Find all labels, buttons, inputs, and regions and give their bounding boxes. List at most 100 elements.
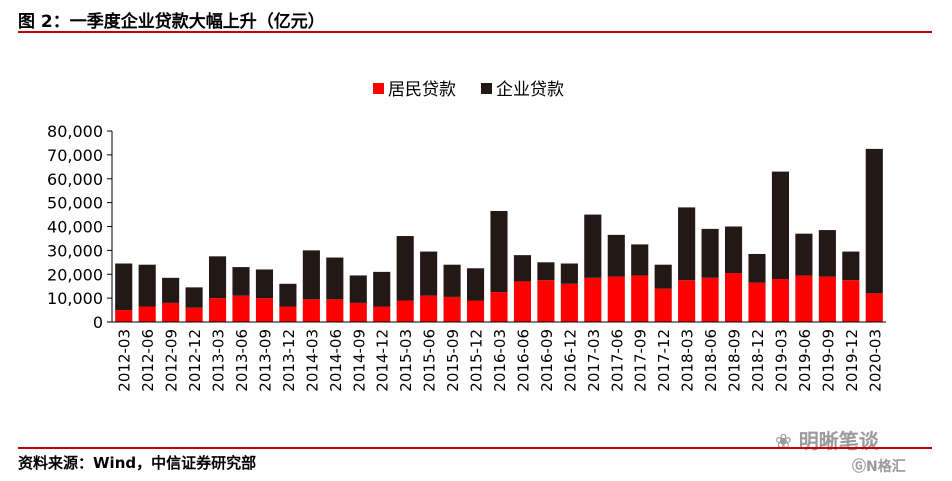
- corporate-loan-bar-2017-09: [631, 244, 649, 276]
- household-loan-bar-2016-12: [560, 283, 578, 322]
- household-loan-bar-2014-09: [349, 302, 367, 322]
- corporate-loan-bar-2016-09: [537, 262, 555, 281]
- household-loan-bar-2016-03: [490, 292, 508, 322]
- household-loan-bar-2012-03: [115, 310, 133, 322]
- y-tick-label: 10,000: [47, 289, 103, 308]
- x-tick-label: 2018-12: [749, 329, 767, 392]
- household-loan-bar-2018-12: [748, 282, 766, 322]
- corporate-loan-bar-2014-06: [326, 257, 344, 300]
- x-tick-label: 2019-09: [819, 329, 837, 392]
- household-loan-bar-2014-03: [302, 299, 320, 322]
- corporate-loan-bar-2015-06: [420, 251, 438, 296]
- household-loan-bar-2017-12: [654, 288, 672, 322]
- corporate-loan-bar-2012-09: [162, 277, 180, 303]
- x-tick-label: 2013-06: [233, 329, 251, 392]
- source-note: 资料来源：Wind，中信证券研究部: [18, 454, 257, 472]
- corporate-loan-bar-2013-12: [279, 283, 297, 307]
- household-loan-bar-2017-09: [631, 275, 649, 322]
- corporate-loan-bar-2017-12: [654, 264, 672, 289]
- x-tick-label: 2016-12: [561, 329, 579, 392]
- corporate-loan-bar-2017-06: [607, 234, 625, 277]
- household-loan-bar-2019-12: [842, 280, 860, 322]
- corporate-loan-bar-2017-03: [584, 214, 602, 278]
- x-tick-label: 2014-12: [374, 329, 392, 392]
- x-tick-label: 2014-06: [327, 329, 345, 392]
- household-loan-bar-2014-12: [373, 306, 391, 322]
- household-loan-bar-2018-06: [701, 277, 719, 322]
- corporate-loan-bar-2016-06: [513, 255, 532, 282]
- x-tick-label: 2014-09: [350, 329, 368, 392]
- household-loan-bar-2015-03: [396, 300, 414, 322]
- corporate-loan-bar-2018-06: [701, 228, 719, 278]
- corporate-loan-bar-2013-06: [232, 267, 250, 296]
- watermark-brand: ❀ 明晰笔谈: [775, 429, 879, 453]
- x-tick-label: 2013-12: [280, 329, 298, 392]
- x-tick-label: 2013-03: [210, 329, 228, 392]
- figure-title: 图 2：一季度企业贷款大幅上升（亿元）: [18, 12, 325, 32]
- household-loan-bar-2013-12: [279, 306, 297, 322]
- x-tick-label: 2015-03: [397, 329, 415, 392]
- corporate-loan-bar-2019-06: [795, 233, 813, 276]
- x-tick-label: 2015-09: [444, 329, 462, 392]
- corporate-loan-bar-2016-03: [490, 210, 508, 293]
- corporate-loan-bar-2018-09: [724, 226, 743, 274]
- household-loan-bar-2012-06: [138, 306, 156, 322]
- x-tick-label: 2015-12: [468, 329, 486, 392]
- y-tick-label: 60,000: [47, 170, 103, 189]
- x-tick-label: 2012-12: [186, 329, 204, 392]
- x-tick-label: 2019-06: [796, 329, 814, 392]
- household-loan-bar-2012-12: [185, 307, 203, 322]
- x-axis: 2012-03 2012-06 2012-09 2012-12 2013-03 2013-…: [112, 321, 886, 392]
- household-loan-bar-2014-06: [326, 299, 344, 322]
- household-loan-bar-2017-03: [584, 277, 602, 322]
- x-tick-label: 2012-06: [139, 329, 157, 392]
- y-tick-label: 50,000: [47, 194, 103, 213]
- corporate-loan-bar-2013-03: [208, 256, 227, 299]
- household-loan-bar-2016-09: [537, 280, 555, 322]
- corporate-loan-bar-2019-03: [771, 171, 790, 280]
- x-tick-label: 2016-06: [514, 329, 532, 392]
- x-tick-label: 2017-03: [585, 329, 603, 392]
- household-loan-bar-2018-03: [678, 280, 696, 322]
- household-loan-bar-2015-09: [443, 296, 461, 322]
- x-tick-label: 2012-09: [163, 329, 181, 392]
- y-tick-label: 0: [93, 313, 103, 332]
- x-tick-label: 2018-03: [679, 329, 697, 392]
- household-loan-bar-2016-06: [513, 281, 532, 322]
- legend-swatch-2: [481, 83, 492, 94]
- corporate-loan-bar-2019-12: [842, 251, 860, 281]
- x-tick-label: 2014-03: [303, 329, 321, 392]
- corporate-loan-bar-2014-03: [302, 250, 320, 300]
- household-loan-bar-2020-03: [865, 293, 883, 322]
- corporate-loan-bar-2013-09: [255, 269, 274, 299]
- corporate-loan-bar-2015-12: [466, 268, 485, 301]
- household-loan-bar-2012-09: [162, 302, 180, 322]
- household-loan-bar-2013-09: [255, 298, 274, 322]
- corporate-loan-bar-2020-03: [865, 148, 883, 294]
- household-loan-bar-2018-09: [724, 273, 743, 322]
- x-tick-label: 2019-12: [843, 329, 861, 392]
- corporate-loan-bar-2018-03: [678, 207, 696, 281]
- legend-label-2: 企业贷款: [496, 80, 564, 100]
- corporate-loan-bar-2014-12: [373, 271, 391, 307]
- household-loan-bar-2015-06: [420, 295, 438, 322]
- corporate-loan-bar-2019-09: [818, 230, 836, 277]
- x-tick-label: 2018-09: [726, 329, 744, 392]
- household-loan-bar-2013-06: [232, 295, 250, 322]
- y-tick-label: 70,000: [47, 146, 103, 165]
- corporate-loan-bar-2012-03: [115, 263, 133, 311]
- household-loan-bar-2019-03: [771, 279, 790, 322]
- y-axis: 0 10,000 20,000 30,000 40,000 50,000 60,000 70,…: [47, 122, 113, 332]
- household-loan-bar-2013-03: [208, 298, 227, 322]
- y-tick-label: 80,000: [47, 122, 103, 141]
- x-tick-label: 2017-09: [632, 329, 650, 392]
- bars: [115, 148, 883, 322]
- corporate-loan-bar-2016-12: [560, 263, 578, 284]
- x-tick-label: 2016-03: [491, 329, 509, 392]
- y-tick-label: 20,000: [47, 265, 103, 284]
- title-rule: [18, 31, 932, 33]
- household-loan-bar-2019-06: [795, 275, 813, 322]
- x-tick-label: 2017-12: [655, 329, 673, 392]
- x-tick-label: 2013-09: [256, 329, 274, 392]
